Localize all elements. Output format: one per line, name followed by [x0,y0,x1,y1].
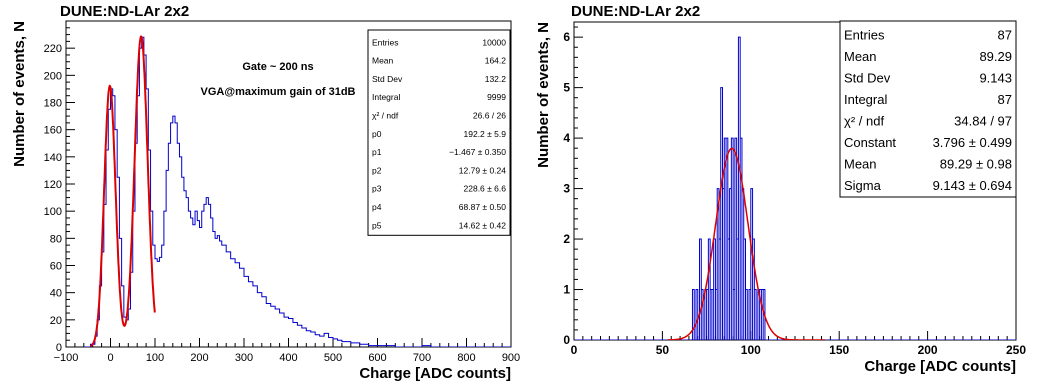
stats-label: χ² / ndf [844,114,884,129]
y-axis-label: Number of events, N [535,22,552,168]
y-tick-label: 5 [563,81,570,95]
stats-value: 68.87 ± 0.50 [459,202,506,212]
x-tick-label: 150 [829,343,849,357]
x-tick-label: 900 [502,352,520,364]
chart-title: DUNE:ND-LAr 2x2 [571,3,700,20]
x-tick-label: 100 [741,343,761,357]
y-tick-label: 200 [44,70,62,82]
stats-label: Constant [844,135,896,150]
stats-value: 3.796 ± 0.499 [933,135,1012,150]
right-histogram-plot: DUNE:ND-LAr 2x2 0 50 100 150 200 250 0 1 2 3 4 5 6 Cha… [535,3,1026,375]
annotation-text: Gate ~ 200 ns [242,61,313,73]
y-tick-label: 60 [50,261,62,273]
x-tick-label: 300 [235,352,253,364]
x-tick-label: 0 [571,343,578,357]
stats-label: Std Dev [844,71,891,86]
stats-value: 87 [998,28,1012,43]
stats-label: p4 [372,202,382,212]
stats-label: p3 [372,184,382,194]
stats-value: 192.2 ± 5.9 [464,129,507,139]
x-tick-label: 200 [918,343,938,357]
stats-value: 9.143 [979,71,1012,86]
stats-label: Std Dev [372,74,403,84]
stats-box [367,29,511,236]
left-histogram-plot: DUNE:ND-LAr 2x2−100 0 100 200 300 400 500 600 70… [11,3,520,382]
stats-value: 26.6 / 26 [473,111,506,121]
stats-value: −1.467 ± 0.350 [449,147,506,157]
y-tick-label: 1 [563,283,570,297]
stats-value: 228.6 ± 6.6 [464,184,507,194]
y-tick-label: 220 [44,43,62,55]
x-tick-label: −100 [54,352,79,364]
stats-label: p5 [372,220,382,230]
stats-value: 89.29 [979,49,1012,64]
y-tick-label: 80 [50,233,62,245]
stats-value: 89.29 ± 0.98 [940,157,1012,172]
stats-label: Integral [844,92,887,107]
x-tick-label: 600 [368,352,386,364]
y-tick-label: 100 [44,206,62,218]
stats-value: 87 [998,92,1012,107]
annotation-text: VGA@maximum gain of 31dB [201,86,356,98]
y-tick-label: 0 [563,333,570,347]
stats-label: Mean [844,157,877,172]
stats-box [839,20,1017,198]
x-tick-label: 250 [1006,343,1026,357]
chart-title: DUNE:ND-LAr 2x2 [60,3,189,20]
x-axis-label: Charge [ADC counts] [864,358,1016,375]
stats-label: Entries [844,28,885,43]
stats-value: 34.84 / 97 [954,114,1012,129]
stats-label: Mean [372,56,394,66]
stats-value: 12.79 ± 0.24 [459,165,506,175]
stats-label: p1 [372,147,382,157]
stats-label: Mean [844,49,877,64]
stats-label: Entries [372,37,398,47]
stats-label: χ² / ndf [372,111,399,121]
x-tick-label: 50 [656,343,670,357]
y-tick-label: 180 [44,98,62,110]
y-tick-label: 6 [563,30,570,44]
y-tick-label: 160 [44,125,62,137]
stats-label: p2 [372,165,382,175]
y-tick-label: 0 [56,342,62,354]
x-tick-label: 800 [457,352,475,364]
x-tick-label: 0 [107,352,113,364]
stats-label: Integral [372,92,400,102]
x-tick-label: 200 [190,352,208,364]
fit-curve [667,147,826,340]
y-tick-label: 20 [50,315,62,327]
x-tick-label: 700 [413,352,431,364]
stats-value: 10000 [482,37,506,47]
stats-value: 164.2 [485,56,507,66]
x-tick-label: 400 [279,352,297,364]
y-tick-label: 140 [44,152,62,164]
y-axis-label: Number of events, N [11,21,28,167]
stats-value: 14.62 ± 0.42 [459,220,506,230]
stats-label: Sigma [844,178,882,193]
y-tick-label: 4 [563,131,570,145]
y-tick-label: 3 [563,182,570,196]
y-tick-label: 40 [50,288,62,300]
stats-value: 9.143 ± 0.694 [933,178,1012,193]
y-tick-label: 2 [563,232,570,246]
x-axis-label: Charge [ADC counts] [359,365,511,382]
x-tick-label: 100 [146,352,164,364]
x-tick-label: 500 [324,352,342,364]
stats-value: 132.2 [485,74,507,84]
fit-curve [90,35,156,347]
y-tick-label: 120 [44,179,62,191]
stats-value: 9999 [487,92,506,102]
stats-label: p0 [372,129,382,139]
